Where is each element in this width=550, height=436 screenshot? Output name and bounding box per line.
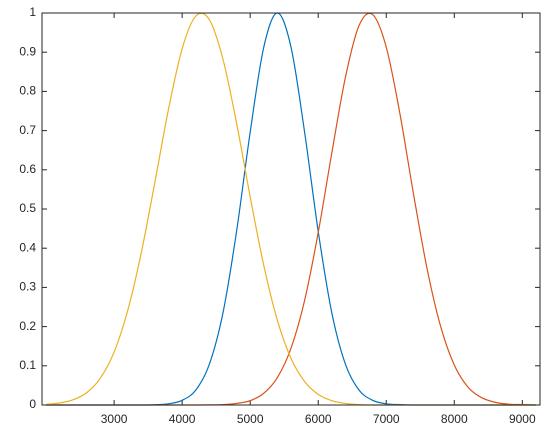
x-tick-label: 7000 [373, 412, 400, 426]
x-tick-label: 4000 [169, 412, 196, 426]
y-tick-label: 0.4 [19, 240, 36, 254]
x-tick-label: 6000 [305, 412, 332, 426]
y-tick-label: 0.9 [19, 44, 36, 58]
y-tick-label: 0.1 [19, 358, 36, 372]
plot-area [42, 13, 540, 405]
y-tick-label: 0.2 [19, 319, 36, 333]
x-tick-label: 9000 [509, 412, 536, 426]
y-tick-label: 0.6 [19, 162, 36, 176]
x-tick-label: 3000 [101, 412, 128, 426]
x-tick-label: 8000 [441, 412, 468, 426]
x-tick-label: 5000 [237, 412, 264, 426]
y-tick-label: 0.7 [19, 123, 36, 137]
y-tick-label: 0 [29, 397, 36, 411]
axes-box [41, 12, 541, 406]
y-tick-label: 0.5 [19, 201, 36, 215]
y-tick-label: 1 [29, 5, 36, 19]
y-tick-label: 0.8 [19, 84, 36, 98]
y-tick-label: 0.3 [19, 280, 36, 294]
